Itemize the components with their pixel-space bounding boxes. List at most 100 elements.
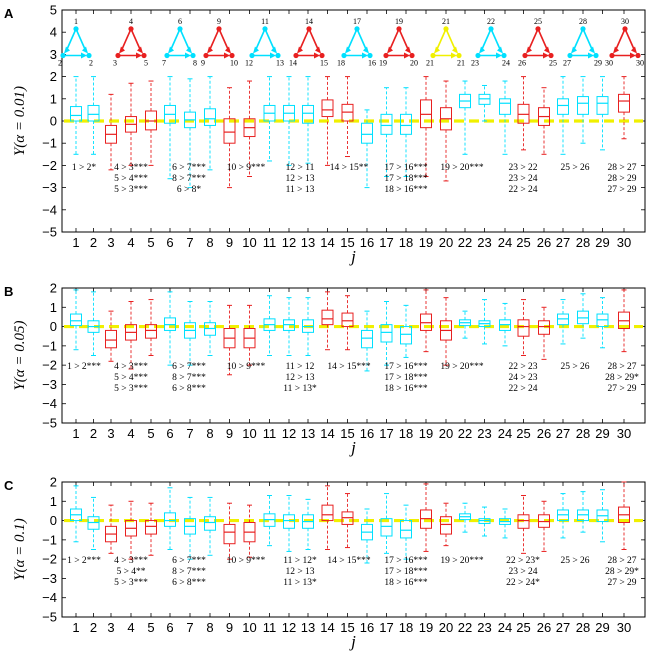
y-tick-label: −3	[42, 180, 57, 195]
x-tick-label: 8	[206, 426, 213, 441]
comparison-annotation: 28 > 29	[607, 174, 636, 184]
motif-node	[488, 26, 494, 32]
motif-node	[409, 52, 415, 59]
motif-edge	[527, 28, 539, 52]
motif-arrowhead	[64, 46, 70, 54]
y-tick-label: 2	[50, 475, 57, 490]
box-j-16	[361, 109, 373, 189]
iqr-box	[380, 113, 393, 135]
iqr-box	[400, 520, 412, 539]
comparison-annotation: 12 > 13	[285, 567, 314, 577]
motif-30: 30 30 30	[605, 17, 644, 68]
x-tick-label: 7	[186, 235, 193, 250]
motif-node	[86, 52, 92, 59]
box-j-27	[557, 76, 569, 155]
iqr-box	[618, 93, 630, 113]
motif-arrowhead	[207, 46, 213, 54]
box-j-18	[400, 304, 412, 358]
comparison-annotation: 10 > 9***	[227, 362, 266, 372]
box-j-23	[478, 506, 491, 537]
comparison-annotation: 11 > 12*	[283, 556, 317, 566]
x-tick-label: 20	[439, 620, 453, 635]
box-j-30	[618, 76, 630, 140]
plot-frame	[61, 481, 646, 618]
motif-arrowhead	[543, 52, 549, 59]
comparison-annotation: 8 > 7***	[172, 373, 206, 383]
motif-node-label: 29	[594, 59, 602, 68]
box-j-2	[87, 291, 100, 356]
comparison-annotation: 28 > 29*	[605, 373, 639, 383]
motif-arrowhead	[82, 46, 88, 54]
motif-arrowhead	[345, 46, 351, 54]
box-j-20	[440, 80, 452, 182]
motif-19: 19 19 20	[379, 17, 418, 68]
box-j-18	[400, 504, 412, 560]
comparison-annotation: 28 > 27	[607, 362, 636, 372]
x-tick-label: 29	[595, 426, 609, 441]
motif-node-label: 18	[337, 59, 345, 68]
x-tick-label: 5	[147, 235, 154, 250]
motif-edge	[572, 28, 584, 52]
y-tick-label: −4	[42, 590, 57, 605]
box-j-7	[184, 301, 196, 366]
box-j-1	[70, 76, 82, 155]
x-tick-label: 24	[498, 620, 512, 635]
comparison-annotation: 6 > 7***	[172, 362, 206, 372]
iqr-box	[440, 516, 452, 535]
motif-edge	[179, 28, 191, 52]
motif-node	[430, 52, 436, 59]
motif-node-label: 21	[426, 59, 434, 68]
motif-edge	[208, 28, 220, 52]
motif-edge	[388, 28, 400, 52]
motif-11: 11 12 13	[245, 17, 284, 68]
motif-arrowhead	[613, 46, 619, 54]
box-j-3	[105, 93, 117, 171]
box-j-6	[164, 487, 176, 550]
box-j-22	[459, 310, 471, 339]
comparison-annotation: 17 > 16***	[384, 163, 428, 173]
x-tick-label: 17	[379, 620, 393, 635]
iqr-box	[380, 518, 393, 537]
comparison-annotation: 22 > 23*	[506, 556, 540, 566]
x-tick-label: 24	[498, 235, 512, 250]
x-tick-label: 15	[340, 235, 354, 250]
box-j-10	[243, 304, 256, 366]
x-tick-label: 9	[226, 426, 233, 441]
y-tick-label: 4	[50, 25, 57, 40]
iqr-box	[204, 108, 216, 126]
motif-edge	[75, 28, 87, 52]
box-j-10	[243, 80, 256, 177]
motif-28: 28 27 29	[563, 17, 602, 68]
motif-node	[501, 52, 507, 59]
x-tick-label: 2	[90, 620, 97, 635]
box-j-6	[164, 76, 176, 180]
box-j-15	[341, 295, 354, 351]
motif-arrowhead	[81, 52, 87, 59]
box-j-20	[440, 502, 452, 547]
motif-node	[383, 52, 389, 59]
x-tick-label: 12	[282, 235, 296, 250]
y-tick-label: −2	[42, 158, 57, 173]
x-tick-label: 16	[360, 620, 374, 635]
y-tick-label: −2	[42, 552, 57, 567]
motif-node-label: 24	[502, 59, 510, 68]
box-j-28	[577, 293, 589, 339]
box-j-27	[557, 299, 569, 345]
motif-node	[396, 26, 402, 32]
x-tick-label: 7	[186, 620, 193, 635]
motif-node	[567, 52, 573, 59]
x-tick-label: 27	[556, 426, 570, 441]
motif-node	[475, 52, 481, 59]
motif-node	[141, 52, 147, 59]
motif-arrowhead	[297, 46, 303, 54]
motif-node	[635, 52, 641, 59]
x-tick-label: 26	[537, 235, 551, 250]
x-tick-label: 15	[340, 620, 354, 635]
motif-arrowhead	[404, 52, 410, 59]
x-tick-label: 1	[72, 426, 79, 441]
x-tick-label: 25	[516, 620, 530, 635]
comparison-annotation: 10 > 9***	[227, 163, 266, 173]
motif-edge	[120, 28, 132, 52]
